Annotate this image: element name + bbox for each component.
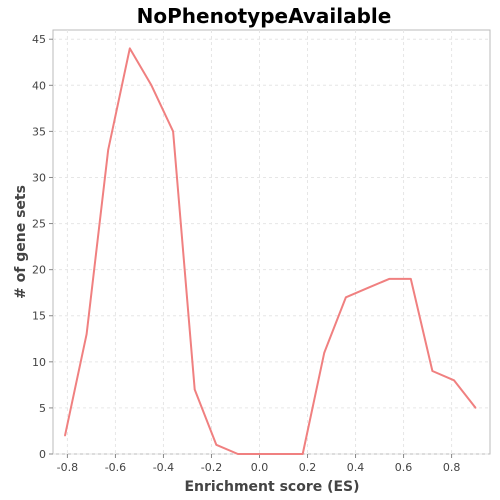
- y-tick-label: 35: [32, 125, 46, 138]
- data-point: [474, 407, 477, 409]
- x-tick-label: -0.4: [153, 461, 174, 474]
- x-tick-label: 0.2: [299, 461, 317, 474]
- data-point: [193, 388, 196, 391]
- chart-title: NoPhenotypeAvailable: [137, 4, 392, 28]
- x-tick-label: 0.8: [443, 461, 461, 474]
- x-tick-label: -0.2: [201, 461, 222, 474]
- data-point: [345, 296, 347, 299]
- data-point: [150, 84, 153, 87]
- y-axis-label: # of gene sets: [13, 185, 29, 299]
- y-tick-label: 25: [32, 218, 46, 231]
- x-tick-label: -0.8: [57, 461, 78, 474]
- y-tick-label: 5: [39, 402, 46, 415]
- plot-area: [52, 29, 491, 455]
- data-point: [107, 149, 110, 151]
- series-layer: [64, 47, 477, 455]
- x-tick-label: -0.6: [105, 461, 126, 474]
- data-point: [301, 453, 304, 455]
- y-tick-label: 20: [32, 264, 46, 277]
- data-point: [453, 379, 455, 382]
- series-line-0: [64, 47, 477, 455]
- x-axis-label: Enrichment score (ES): [184, 479, 359, 495]
- data-point: [237, 453, 239, 455]
- x-axis: -0.8 -0.6 -0.4 -0.2 0.0 0.2 0.4 0.6 0.8: [57, 454, 461, 474]
- data-point: [388, 278, 390, 280]
- y-axis: 0 5 10 15 20 25 30 35 40 45: [32, 33, 53, 461]
- y-tick-label: 15: [32, 310, 46, 323]
- x-tick-label: 0.0: [251, 461, 269, 474]
- y-tick-label: 30: [32, 171, 46, 184]
- y-tick-label: 45: [32, 33, 46, 46]
- data-point: [366, 287, 369, 289]
- data-point: [85, 333, 88, 335]
- data-point: [64, 434, 66, 437]
- data-point: [215, 443, 218, 446]
- data-point: [258, 453, 261, 455]
- data-point: [172, 130, 174, 133]
- y-tick-label: 10: [32, 356, 46, 369]
- data-point: [409, 278, 412, 280]
- y-tick-label: 0: [39, 448, 46, 461]
- data-point: [323, 351, 326, 354]
- data-point: [431, 370, 434, 372]
- y-tick-label: 40: [32, 79, 46, 92]
- x-tick-label: 0.6: [395, 461, 413, 474]
- x-tick-label: 0.4: [347, 461, 365, 474]
- data-point: [280, 453, 282, 455]
- grid: [53, 30, 490, 455]
- data-point: [129, 47, 131, 50]
